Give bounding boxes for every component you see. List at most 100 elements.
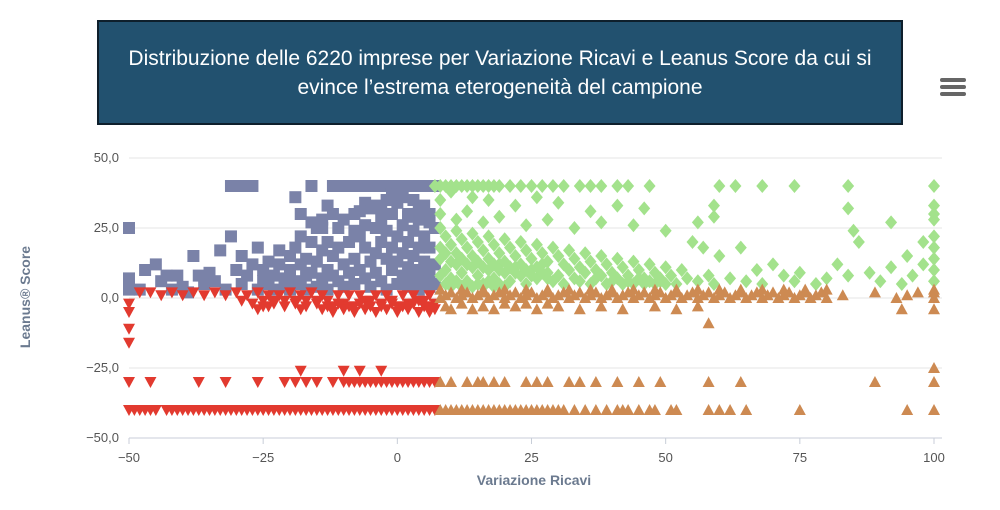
scatter-point-square [402, 210, 415, 223]
scatter-point-triangle-up [793, 289, 806, 301]
scatter-point-triangle-up [563, 376, 576, 387]
scatter-point-square [321, 199, 334, 212]
scatter-point-square [310, 255, 323, 268]
scatter-point-triangle-up [434, 283, 447, 295]
scatter-point-triangle-down [165, 287, 178, 299]
scatter-point-diamond [584, 254, 597, 269]
scatter-point-diamond [788, 274, 801, 289]
scatter-point-diamond [536, 246, 549, 261]
scatter-point-triangle-up [799, 283, 812, 295]
scatter-point-square [343, 266, 356, 279]
scatter-point-triangle-up [600, 404, 613, 415]
scatter-point-triangle-up [868, 376, 881, 387]
scatter-point-triangle-down [294, 365, 307, 377]
scatter-point-square [214, 244, 227, 257]
scatter-point-diamond [546, 179, 559, 193]
scatter-point-triangle-down [262, 290, 275, 302]
scatter-point-square [235, 250, 248, 262]
scatter-point-diamond [611, 251, 624, 266]
scatter-point-diamond [471, 268, 484, 283]
scatter-point-diamond [842, 268, 855, 283]
scatter-point-triangle-up [498, 292, 511, 303]
scatter-point-triangle-up [482, 292, 495, 303]
scatter-point-triangle-up [568, 289, 581, 301]
scatter-point-square [332, 241, 345, 254]
scatter-point-triangle-up [772, 292, 785, 303]
scatter-point-triangle-up [595, 292, 608, 303]
scatter-point-triangle-up [820, 283, 833, 295]
scatter-point-triangle-down [423, 307, 436, 318]
scatter-point-triangle-up [557, 404, 570, 415]
scatter-point-triangle-up [498, 283, 511, 295]
scatter-point-triangle-down [359, 304, 372, 316]
scatter-point-triangle-up [584, 289, 597, 301]
scatter-point-diamond [928, 251, 940, 266]
scatter-point-triangle-down [133, 287, 146, 299]
scatter-point-diamond [434, 268, 447, 283]
scatter-point-triangle-up [928, 292, 940, 303]
scatter-point-diamond [665, 268, 678, 283]
scatter-point-diamond [777, 268, 790, 283]
scatter-point-triangle-up [809, 289, 822, 301]
scatter-point-diamond [713, 249, 726, 263]
scatter-point-triangle-up [632, 404, 645, 415]
scatter-point-triangle-down [144, 377, 157, 388]
scatter-point-diamond [831, 257, 844, 272]
scatter-point-square [385, 241, 398, 254]
scatter-point-square [391, 230, 404, 243]
scatter-point-diamond [552, 268, 565, 283]
chart-title: Distribuzione delle 6220 imprese per Var… [97, 20, 903, 125]
scatter-point-square [294, 230, 307, 243]
scatter-point-triangle-up [552, 300, 565, 312]
scatter-point-square [428, 278, 441, 290]
scatter-point-triangle-up [928, 376, 940, 387]
scatter-point-triangle-up [734, 376, 747, 387]
scatter-point-triangle-up [627, 283, 640, 295]
scatter-point-square [364, 280, 377, 293]
scatter-point-square [380, 252, 393, 265]
scatter-point-triangle-down [353, 365, 366, 377]
scatter-point-diamond [697, 240, 710, 255]
scatter-point-diamond [707, 277, 720, 291]
scatter-point-triangle-up [487, 376, 500, 387]
scatter-point-triangle-up [713, 289, 726, 301]
scatter-point-triangle-up [901, 289, 914, 301]
scatter-point-square [267, 269, 280, 282]
scatter-point-triangle-down [294, 304, 307, 316]
scatter-point-triangle-up [461, 376, 474, 387]
scatter-point-triangle-up [890, 292, 903, 303]
scatter-point-square [337, 280, 350, 293]
scatter-point-diamond [686, 235, 699, 249]
scatter-point-diamond [809, 277, 822, 291]
scatter-point-triangle-up [788, 292, 801, 303]
scatter-point-square [273, 244, 286, 257]
scatter-point-diamond [439, 246, 452, 261]
scatter-point-triangle-up [836, 289, 849, 301]
scatter-point-triangle-up [568, 404, 581, 415]
scatter-point-square [160, 269, 173, 282]
scatter-point-diamond [450, 223, 463, 238]
scatter-point-diamond [874, 274, 887, 289]
scatter-point-square [305, 180, 318, 192]
scatter-point-triangle-up [793, 404, 806, 415]
scatter-point-square [139, 264, 152, 276]
scatter-point-triangle-down [251, 377, 264, 388]
hamburger-menu-icon[interactable] [940, 78, 966, 100]
scatter-point-diamond [616, 260, 629, 275]
scatter-point-triangle-down [385, 298, 398, 310]
scatter-point-triangle-up [724, 404, 737, 415]
scatter-point-diamond [793, 265, 806, 280]
scatter-point-diamond [498, 232, 511, 247]
scatter-point-diamond [568, 221, 581, 235]
scatter-point-diamond [713, 179, 726, 193]
scatter-point-triangle-down [353, 290, 366, 302]
scatter-point-triangle-down [407, 290, 420, 302]
scatter-point-diamond [579, 246, 592, 261]
scatter-point-triangle-up [477, 300, 490, 312]
scatter-point-triangle-down [257, 295, 270, 307]
scatter-point-diamond [756, 179, 769, 193]
x-tick-label: −50 [118, 450, 140, 465]
scatter-point-triangle-up [466, 303, 479, 315]
scatter-point-diamond [729, 179, 742, 193]
